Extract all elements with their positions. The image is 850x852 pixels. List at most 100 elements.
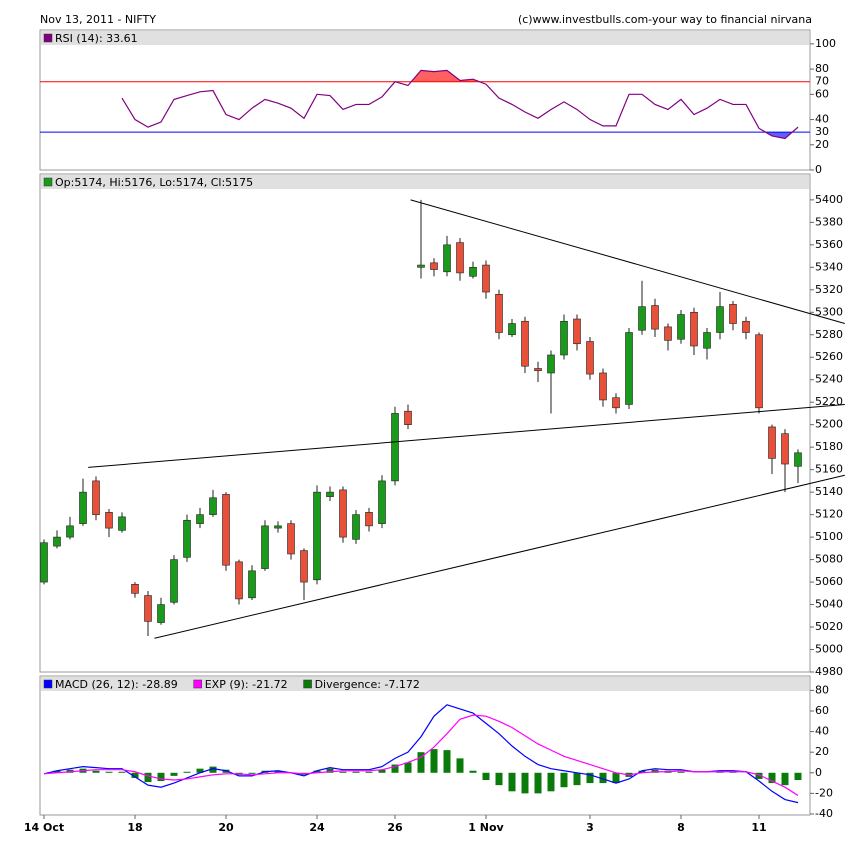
candle-body — [92, 480, 100, 515]
candle-body — [443, 244, 451, 273]
candle-body — [716, 306, 724, 333]
panel — [39, 675, 811, 816]
y-tick-label: 0 — [815, 163, 822, 176]
histogram-bar — [430, 749, 438, 773]
candle-body — [183, 519, 191, 558]
histogram-bar — [456, 758, 464, 773]
candle-body — [482, 264, 490, 293]
candle-body — [677, 314, 685, 340]
candle-body — [352, 514, 360, 540]
candle-body — [742, 320, 750, 333]
histogram-bar — [196, 768, 204, 773]
y-tick-label: 100 — [815, 37, 836, 50]
histogram-bar — [794, 772, 802, 780]
y-tick-label: 5180 — [815, 440, 843, 453]
legend-swatch — [303, 679, 312, 689]
histogram-bar — [391, 764, 399, 773]
y-tick-label: 5380 — [815, 215, 843, 228]
histogram-bar — [508, 772, 516, 792]
histogram-bar — [755, 772, 763, 779]
candle-body — [261, 525, 269, 569]
candle-body — [586, 341, 594, 375]
histogram-bar — [482, 772, 490, 780]
candle-body — [599, 372, 607, 401]
y-tick-label: 5100 — [815, 530, 843, 543]
candle-body — [690, 311, 698, 347]
candle-body — [664, 326, 672, 341]
candle-body — [794, 452, 802, 467]
candle-body — [287, 523, 295, 555]
candle-body — [755, 334, 763, 409]
candle-body — [79, 491, 87, 524]
candle-body — [651, 305, 659, 330]
histogram-bar — [768, 772, 776, 784]
x-tick-label: 20 — [218, 821, 234, 834]
macd-line — [43, 714, 799, 796]
candle-body — [768, 426, 776, 459]
candle-body — [612, 397, 620, 409]
y-tick-label: 5340 — [815, 260, 843, 273]
histogram-bar — [157, 772, 165, 782]
histogram-bar — [547, 772, 555, 792]
candle-body — [508, 323, 516, 336]
y-tick-label: 5000 — [815, 643, 843, 656]
histogram-bar — [417, 752, 425, 773]
panel — [39, 173, 811, 673]
y-tick-label: 80 — [815, 683, 829, 696]
candle-body — [495, 293, 503, 333]
y-tick-label: 5120 — [815, 508, 843, 521]
x-tick-label: 1 Nov — [468, 821, 504, 834]
candle-body — [105, 512, 113, 529]
candle-body — [144, 595, 152, 622]
x-tick-label: 3 — [586, 821, 594, 834]
candle-body — [404, 410, 412, 425]
rsi-level-label: 70 — [815, 75, 829, 88]
y-tick-label: 5320 — [815, 283, 843, 296]
y-tick-label: -40 — [815, 807, 833, 820]
candle-body — [378, 480, 386, 524]
x-tick-label: 18 — [127, 821, 142, 834]
y-tick-label: 4980 — [815, 665, 843, 678]
candle-body — [417, 264, 425, 268]
candle-body — [534, 368, 542, 372]
y-tick-label: 40 — [815, 725, 829, 738]
candle-body — [547, 354, 555, 374]
histogram-bar — [469, 770, 477, 773]
candle-body — [170, 559, 178, 603]
candle-body — [222, 494, 230, 566]
x-tick-label: 26 — [387, 821, 403, 834]
y-tick-label: 5300 — [815, 305, 843, 318]
histogram-bar — [131, 772, 139, 778]
histogram-bar — [183, 771, 191, 773]
candle-body — [118, 516, 126, 531]
histogram-bar — [326, 768, 334, 773]
histogram-bar — [612, 772, 620, 784]
histogram-bar — [599, 772, 607, 784]
histogram-bar — [573, 772, 581, 786]
candle-body — [365, 512, 373, 527]
x-tick-label: 11 — [751, 821, 766, 834]
histogram-bar — [144, 772, 152, 783]
candle-body — [560, 320, 568, 356]
histogram-bar — [560, 772, 568, 788]
histogram-bar — [443, 750, 451, 773]
rsi-zone-fill — [765, 132, 793, 139]
y-tick-label: 5360 — [815, 238, 843, 251]
y-tick-label: 5280 — [815, 328, 843, 341]
y-tick-label: 60 — [815, 87, 829, 100]
candle-body — [326, 491, 334, 497]
histogram-bar — [378, 769, 386, 773]
candle-body — [131, 584, 139, 594]
candle-body — [248, 570, 256, 599]
y-tick-label: 0 — [815, 766, 822, 779]
candle-body — [625, 332, 633, 405]
candle-body — [729, 304, 737, 324]
y-tick-label: 80 — [815, 62, 829, 75]
panel-legend: RSI (14): 33.61 — [55, 32, 138, 45]
legend-swatch — [193, 679, 202, 689]
histogram-bar — [404, 762, 412, 773]
trendline — [88, 403, 845, 468]
histogram-bar — [118, 771, 126, 773]
legend-entry: Divergence: -7.172 — [315, 678, 420, 691]
